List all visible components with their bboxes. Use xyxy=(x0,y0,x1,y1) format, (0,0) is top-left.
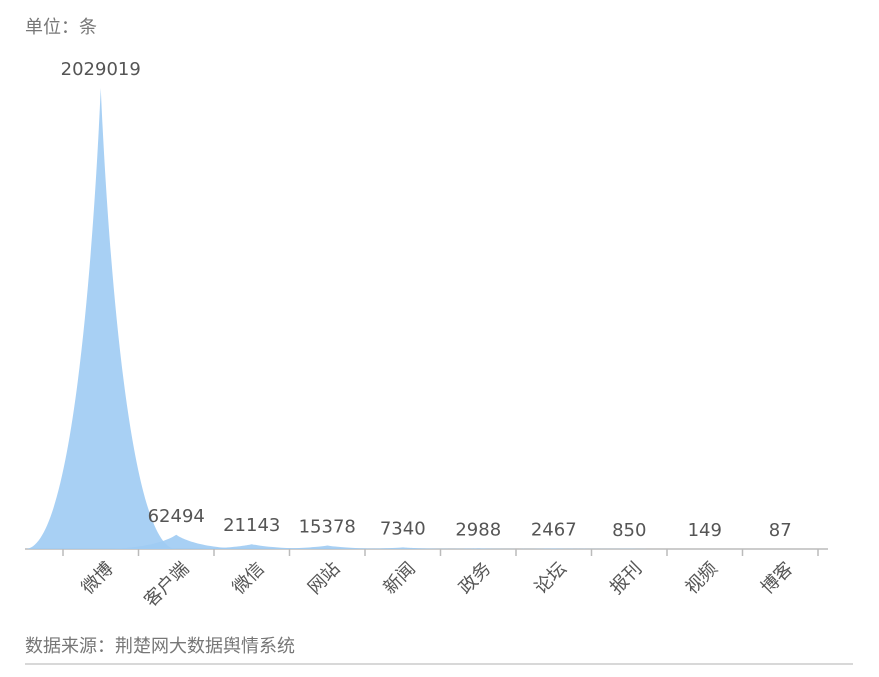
x-tick-label: 微博 xyxy=(78,558,118,598)
value-label: 2029019 xyxy=(61,59,141,80)
peak xyxy=(176,544,328,549)
peak xyxy=(100,534,252,549)
unit-label: 单位：条 xyxy=(25,17,97,38)
value-label: 149 xyxy=(688,520,722,541)
value-label: 850 xyxy=(612,520,646,541)
value-label: 62494 xyxy=(148,506,205,527)
peak xyxy=(327,547,479,549)
x-tick-label: 新闻 xyxy=(380,558,420,598)
x-tick-label: 微信 xyxy=(229,558,269,598)
x-tick-label: 论坛 xyxy=(531,558,571,598)
peak xyxy=(25,88,177,549)
value-label: 21143 xyxy=(223,515,280,536)
value-label: 87 xyxy=(769,520,792,541)
x-tick-label: 网站 xyxy=(304,558,344,598)
x-tick-label: 政务 xyxy=(455,558,495,598)
peak xyxy=(478,548,630,549)
value-label: 15378 xyxy=(299,517,356,538)
value-label: 2467 xyxy=(531,519,577,540)
x-tick-label: 博客 xyxy=(757,558,797,598)
x-tick-label: 客户端 xyxy=(140,558,193,611)
source-label: 数据来源：荆楚网大数据舆情系统 xyxy=(25,636,295,657)
peak xyxy=(402,548,554,549)
value-label: 2988 xyxy=(455,519,501,540)
x-tick-label: 报刊 xyxy=(606,558,646,598)
peak xyxy=(251,545,403,549)
value-label: 7340 xyxy=(380,518,426,539)
x-tick-label: 视频 xyxy=(682,558,722,598)
